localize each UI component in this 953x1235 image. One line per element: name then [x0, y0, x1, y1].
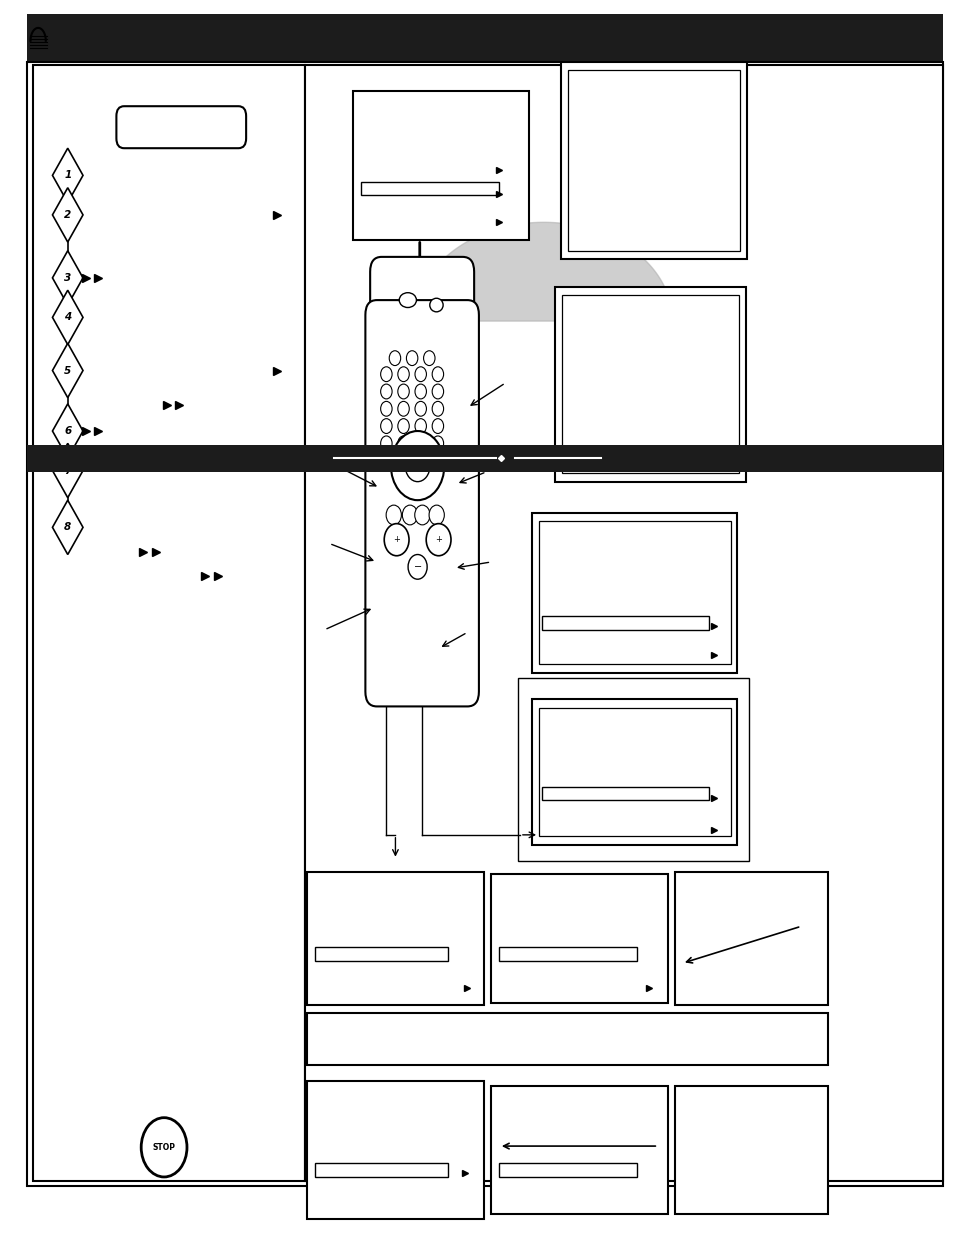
Circle shape — [397, 419, 409, 433]
Circle shape — [397, 367, 409, 382]
Polygon shape — [52, 343, 83, 398]
Bar — [307, 1013, 827, 1065]
Bar — [541, 787, 708, 800]
Circle shape — [408, 555, 427, 579]
Circle shape — [432, 401, 443, 416]
Circle shape — [397, 436, 409, 451]
Circle shape — [141, 1118, 187, 1177]
Bar — [532, 699, 737, 845]
Circle shape — [389, 351, 400, 366]
Bar — [360, 182, 498, 195]
Bar — [491, 1086, 667, 1214]
Circle shape — [426, 524, 451, 556]
Bar — [675, 872, 827, 1005]
Circle shape — [380, 384, 392, 399]
Text: 5: 5 — [64, 366, 71, 375]
Bar — [538, 521, 730, 664]
Polygon shape — [52, 251, 83, 305]
Polygon shape — [415, 222, 672, 321]
Circle shape — [380, 453, 392, 468]
Polygon shape — [52, 290, 83, 345]
Bar — [560, 62, 746, 259]
Text: 1: 1 — [64, 170, 71, 180]
Text: 7: 7 — [64, 466, 71, 475]
Text: 6: 6 — [64, 426, 71, 436]
Polygon shape — [52, 500, 83, 555]
Bar — [307, 872, 483, 1005]
Circle shape — [415, 419, 426, 433]
Text: +: + — [435, 535, 441, 545]
Circle shape — [415, 384, 426, 399]
Circle shape — [432, 384, 443, 399]
Circle shape — [415, 436, 426, 451]
Bar — [498, 1163, 637, 1177]
Bar — [561, 295, 739, 473]
Bar — [305, 65, 942, 1181]
Bar — [498, 947, 637, 961]
Circle shape — [397, 384, 409, 399]
Circle shape — [380, 436, 392, 451]
Bar — [567, 70, 740, 251]
Circle shape — [415, 453, 426, 468]
Text: −: − — [413, 562, 421, 572]
Circle shape — [432, 419, 443, 433]
Polygon shape — [52, 188, 83, 242]
Text: +: + — [393, 535, 399, 545]
Text: STOP: STOP — [152, 1142, 175, 1152]
Bar — [314, 1163, 448, 1177]
Bar — [555, 287, 745, 482]
Circle shape — [429, 505, 444, 525]
Circle shape — [415, 367, 426, 382]
Circle shape — [391, 431, 444, 500]
Circle shape — [423, 351, 435, 366]
Bar — [517, 678, 748, 861]
Circle shape — [386, 505, 401, 525]
Circle shape — [402, 505, 417, 525]
Circle shape — [415, 505, 430, 525]
Circle shape — [380, 367, 392, 382]
Bar — [27, 445, 942, 472]
Bar — [353, 91, 529, 240]
Circle shape — [432, 367, 443, 382]
Circle shape — [432, 436, 443, 451]
Circle shape — [406, 351, 417, 366]
Text: 3: 3 — [64, 273, 71, 283]
Bar — [33, 65, 305, 1181]
Text: 2: 2 — [64, 210, 71, 220]
Bar — [532, 513, 737, 673]
Circle shape — [397, 453, 409, 468]
FancyBboxPatch shape — [365, 300, 478, 706]
Circle shape — [380, 401, 392, 416]
Bar — [538, 708, 730, 836]
Bar — [675, 1086, 827, 1214]
Polygon shape — [52, 443, 83, 498]
Text: 4: 4 — [64, 312, 71, 322]
Bar — [27, 14, 942, 61]
Bar — [491, 874, 667, 1003]
Circle shape — [380, 419, 392, 433]
Polygon shape — [52, 404, 83, 458]
Circle shape — [397, 401, 409, 416]
Circle shape — [405, 450, 430, 482]
FancyBboxPatch shape — [116, 106, 246, 148]
Circle shape — [432, 453, 443, 468]
Bar — [541, 616, 708, 630]
Bar — [307, 1081, 483, 1219]
Ellipse shape — [429, 298, 443, 312]
FancyBboxPatch shape — [370, 257, 474, 379]
Polygon shape — [52, 148, 83, 203]
Circle shape — [415, 401, 426, 416]
Bar — [314, 947, 448, 961]
Text: 8: 8 — [64, 522, 71, 532]
Circle shape — [384, 524, 409, 556]
Ellipse shape — [398, 293, 416, 308]
